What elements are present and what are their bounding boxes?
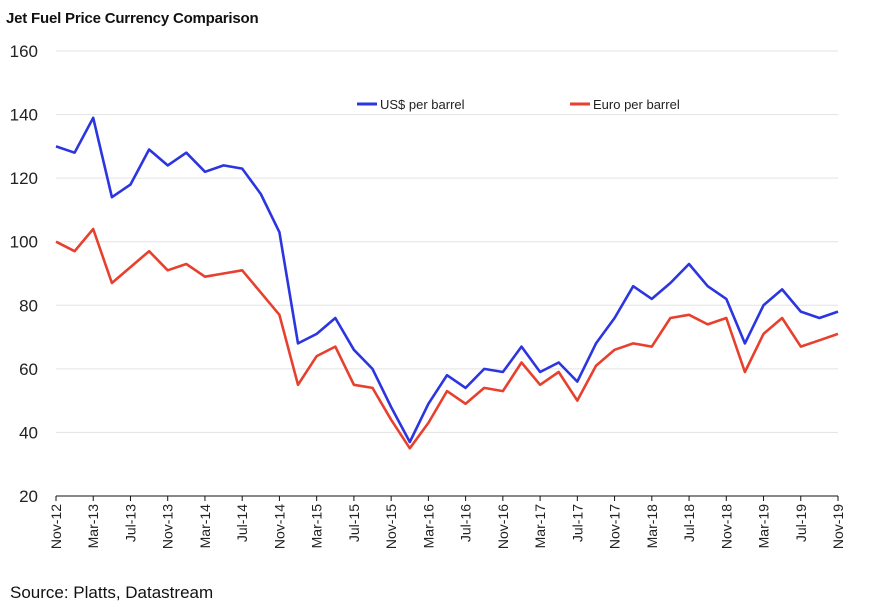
x-tick-label: Nov-14 xyxy=(271,504,287,549)
x-tick-label: Nov-16 xyxy=(495,504,511,549)
gridlines xyxy=(56,50,838,433)
x-tick-label: Mar-15 xyxy=(309,504,325,549)
chart-title: Jet Fuel Price Currency Comparison xyxy=(6,10,259,27)
x-tick-label: Mar-19 xyxy=(756,504,772,549)
x-tick-label: Jul-14 xyxy=(234,504,250,542)
x-tick-label: Jul-16 xyxy=(458,504,474,542)
x-tick-label: Nov-13 xyxy=(160,504,176,549)
y-tick-label: 160 xyxy=(10,42,38,61)
x-tick-label: Jul-19 xyxy=(793,504,809,542)
y-tick-label: 120 xyxy=(10,169,38,188)
x-tick-label: Mar-16 xyxy=(420,504,436,549)
x-tick-label: Nov-18 xyxy=(718,504,734,549)
x-tick-label: Nov-15 xyxy=(383,504,399,549)
y-tick-label: 60 xyxy=(19,360,38,379)
x-tick-label: Jul-15 xyxy=(346,504,362,542)
x-tick-label: Jul-13 xyxy=(122,504,138,542)
legend-label: Euro per barrel xyxy=(593,97,680,112)
y-tick-label: 140 xyxy=(10,106,38,125)
series-lines xyxy=(55,116,839,450)
x-tick-label: Jul-18 xyxy=(681,504,697,542)
series-line-euro xyxy=(55,227,839,450)
source-note: Source: Platts, Datastream xyxy=(10,583,214,602)
y-axis-tick-labels: 20 40 60 80 100 120 140 160 xyxy=(10,42,38,506)
x-tick-label: Mar-14 xyxy=(197,504,213,549)
x-axis: Nov-12 Mar-13 Jul-13 Nov-13 Mar-14 Jul-14 Nov-… xyxy=(48,495,846,549)
x-tick-label: Mar-13 xyxy=(85,504,101,549)
legend: US$ per barrel Euro per barrel xyxy=(357,97,680,112)
y-tick-label: 80 xyxy=(19,296,38,315)
x-tick-label: Jul-17 xyxy=(569,504,585,542)
series-line-usd xyxy=(55,116,839,444)
x-tick-label: Mar-18 xyxy=(644,504,660,549)
y-tick-label: 100 xyxy=(10,233,38,252)
x-tick-label: Nov-19 xyxy=(830,504,846,549)
legend-label: US$ per barrel xyxy=(380,97,465,112)
y-tick-label: 20 xyxy=(19,487,38,506)
x-tick-label: Nov-12 xyxy=(48,504,64,549)
x-tick-label: Nov-17 xyxy=(607,504,623,549)
y-tick-label: 40 xyxy=(19,423,38,442)
x-tick-label: Mar-17 xyxy=(532,504,548,549)
